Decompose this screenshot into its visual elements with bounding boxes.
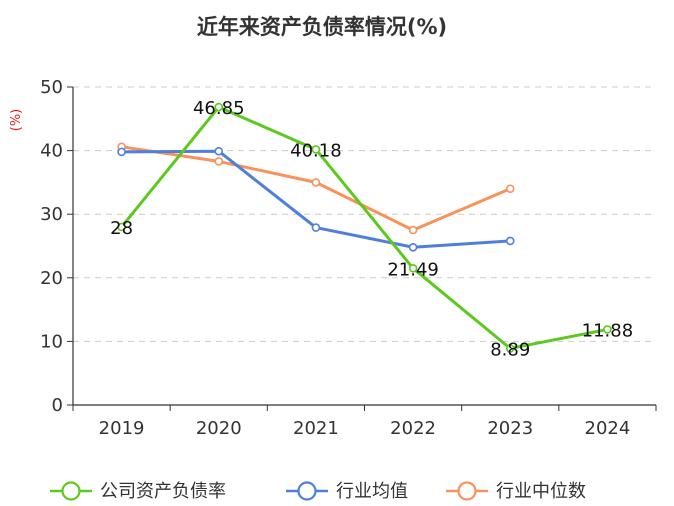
y-tick-label: 20 [40, 268, 63, 289]
y-tick-label: 40 [40, 141, 63, 162]
series-line [121, 149, 511, 249]
data-label: 11.88 [582, 320, 634, 341]
x-tick-label: 2020 [196, 418, 242, 439]
data-labels: 28 46.85 40.18 21.49 8.89 11.88 [110, 98, 633, 360]
data-point [505, 236, 515, 246]
grid-lines [73, 86, 656, 342]
data-label: 21.49 [387, 259, 439, 280]
legend-item: 行业中位数 [446, 481, 586, 502]
data-point [408, 264, 418, 273]
series-2 [117, 142, 515, 235]
legend-label: 公司资产负债率 [100, 481, 226, 502]
legend-marker [297, 481, 317, 501]
data-point [214, 157, 224, 166]
data-point [311, 223, 321, 232]
data-point [505, 344, 515, 353]
data-point [311, 145, 321, 154]
legend-marker [61, 481, 81, 501]
data-point [117, 222, 126, 232]
data-point [603, 325, 612, 334]
legend-item: 公司资产负债率 [50, 481, 226, 502]
legend-label: 行业均值 [336, 481, 408, 502]
legend: 公司资产负债率 行业均值 行业中位数 [50, 481, 586, 502]
data-label: 46.85 [193, 98, 245, 119]
y-tick-label: 0 [52, 395, 63, 416]
data-label: 8.89 [490, 339, 530, 360]
x-tick-label: 2023 [487, 418, 533, 439]
data-point [214, 146, 224, 156]
legend-marker [457, 481, 477, 501]
series-0 [117, 102, 612, 353]
x-tick-label: 2024 [585, 418, 631, 439]
series-1 [117, 146, 515, 252]
y-axis-unit: (%) [9, 109, 24, 132]
chart-title: 近年来资产负债率情况(%) [197, 15, 447, 39]
x-tick-label: 2022 [390, 418, 436, 439]
series-layer [117, 102, 612, 353]
data-label: 28 [110, 218, 133, 239]
legend-label: 行业中位数 [496, 481, 586, 502]
data-point [311, 178, 321, 187]
data-point [408, 225, 418, 235]
data-point [117, 147, 126, 157]
series-line [120, 105, 608, 350]
x-tick-label: 2021 [293, 418, 339, 439]
data-point [505, 184, 515, 194]
axes: 0 10 20 30 40 50 2019 2020 2021 2022 2023 2024 [40, 77, 657, 439]
data-point [408, 242, 418, 252]
x-tick-label: 2019 [99, 418, 145, 439]
data-point [214, 102, 224, 112]
data-label: 40.18 [290, 140, 342, 161]
legend-item: 行业均值 [286, 481, 408, 502]
y-tick-label: 50 [40, 77, 63, 98]
y-tick-label: 10 [40, 331, 63, 352]
y-tick-label: 30 [40, 204, 63, 225]
